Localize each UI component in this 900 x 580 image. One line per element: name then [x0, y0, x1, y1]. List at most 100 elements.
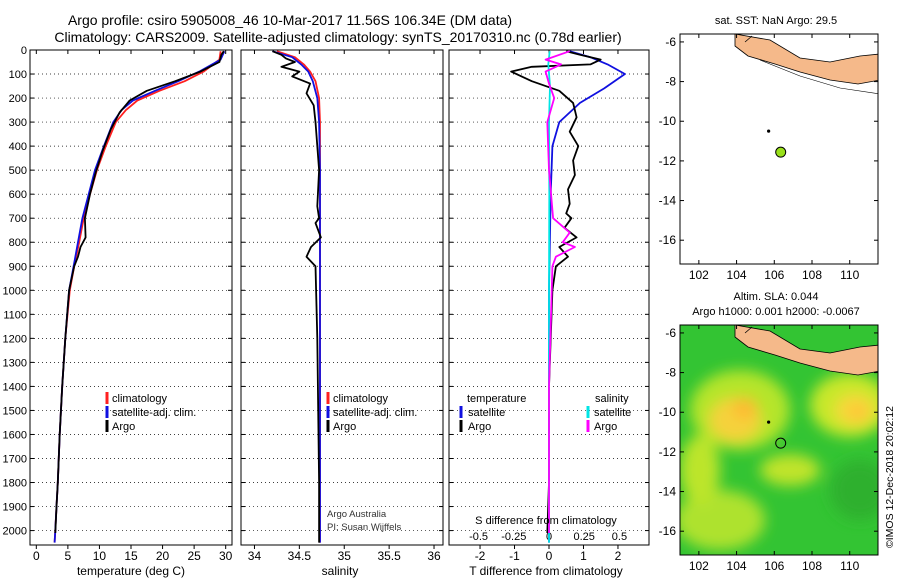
- diff-legend-s-argo-label: Argo: [594, 421, 617, 433]
- salinity-panel-frame: [240, 49, 444, 546]
- sst-map-coastline-contour: [759, 59, 878, 95]
- x-tick-label: 35: [338, 549, 352, 563]
- s-diff-tick-label: 0.25: [574, 531, 595, 543]
- depth-tick-label: 1000: [3, 285, 27, 297]
- x-tick-label: 35.5: [377, 549, 401, 563]
- depth-tick-label: 1200: [3, 333, 27, 345]
- temperature-panel-frame: [29, 49, 233, 546]
- x-tick-label: 0: [546, 549, 553, 563]
- x-tick-label: 34: [248, 549, 262, 563]
- legend-satellite-label: satellite-adj. clim.: [112, 407, 196, 419]
- salinity-panel: 34 34.5 35 35.5 36: [241, 49, 443, 563]
- x-tick-label: 5: [65, 549, 72, 563]
- temperature-panel: 0100200300400500600700800900100011001200…: [3, 45, 233, 563]
- sla-map-overlay: 102 104 106 108 110 -6 -8 -10 -12 -14 -16: [659, 325, 878, 573]
- map-lat-label: -16: [659, 233, 677, 247]
- sst-map-java-landmass: [734, 34, 878, 85]
- depth-tick-label: 1100: [3, 309, 27, 321]
- depth-tick-label: 2000: [3, 526, 27, 538]
- salinity-xlabel: salinity: [322, 564, 359, 578]
- series-line: [272, 50, 322, 543]
- depth-tick-label: 400: [9, 141, 27, 153]
- sst-map-frame: [679, 33, 879, 265]
- figure-title-line2: Climatology: CARS2009. Satellite-adjuste…: [54, 29, 621, 45]
- imos-watermark: ©IMOS 12-Dec-2018 20:02:12: [884, 406, 896, 548]
- difference-legend: temperature satellite Argo salinity sate…: [459, 393, 631, 433]
- depth-tick-label: 900: [9, 261, 27, 273]
- sst-map-title: sat. SST: NaN Argo: 29.5: [715, 15, 837, 27]
- diff-legend-temperature-title: temperature: [467, 393, 526, 405]
- depth-tick-label: 700: [9, 213, 27, 225]
- map-lat-label: -6: [665, 35, 676, 49]
- series-line: [547, 51, 551, 543]
- map-lon-label: 106: [764, 268, 784, 282]
- sal-legend-climatology-label: climatology: [333, 393, 389, 405]
- argo-float-marker: [775, 146, 787, 158]
- map-lon-label: 106: [764, 559, 784, 573]
- sst-map-overlay: 102 104 106 108 110 -6 -8 -10 -12 -14 -16: [659, 34, 878, 282]
- map-lon-label: 110: [840, 268, 859, 282]
- credit-pi: PI: Susan Wijffels: [327, 522, 402, 533]
- diff-legend-salinity-title: salinity: [595, 393, 629, 405]
- series-line: [544, 50, 576, 533]
- sla-patch: [680, 435, 720, 505]
- difference-xlabel-top: S difference from climatology: [475, 515, 617, 527]
- series-line: [548, 50, 626, 543]
- sla-field: [680, 370, 878, 550]
- depth-tick-label: 1900: [3, 502, 27, 514]
- sla-patch: [733, 398, 757, 418]
- sla-map-area: [680, 325, 878, 555]
- x-tick-label: -2: [475, 549, 486, 563]
- depth-tick-label: 200: [9, 93, 27, 105]
- series-line: [276, 50, 321, 543]
- x-tick-label: 25: [187, 549, 201, 563]
- depth-tick-label: 100: [9, 69, 27, 81]
- sla-map-title-line1: Altim. SLA: 0.044: [734, 291, 819, 303]
- sla-map-java-landmass: [734, 325, 878, 376]
- map-lon-label: 110: [840, 559, 859, 573]
- map-lat-label: -12: [659, 154, 677, 168]
- argo-float-marker: [775, 437, 787, 449]
- depth-tick-label: 1300: [3, 357, 27, 369]
- depth-tick-label: 0: [21, 45, 27, 57]
- salinity-legend: climatology satellite-adj. clim. Argo: [326, 392, 417, 433]
- map-lat-label: -8: [665, 75, 676, 89]
- map-lat-label: -14: [659, 485, 677, 499]
- difference-panel: -2 -1 0 1 2-0.5 -0.25 0 0.25 0.5: [449, 49, 649, 563]
- sla-patch: [680, 490, 765, 550]
- x-tick-label: 34.5: [288, 549, 312, 563]
- sla-patch: [760, 454, 820, 486]
- x-tick-label: 30: [219, 549, 233, 563]
- island-marker: [767, 420, 771, 424]
- map-lon-label: 104: [727, 559, 747, 573]
- map-lat-label: -10: [659, 405, 677, 419]
- depth-tick-label: 300: [9, 117, 27, 129]
- map-lat-label: -14: [659, 194, 677, 208]
- x-tick-label: 1: [580, 549, 587, 563]
- x-tick-label: 10: [93, 549, 107, 563]
- diff-legend-s-satellite-label: satellite: [594, 407, 631, 419]
- s-diff-tick-label: -0.5: [469, 531, 488, 543]
- temperature-xlabel: temperature (deg C): [77, 564, 185, 578]
- s-diff-tick-label: -0.25: [501, 531, 526, 543]
- sla-map-sumatra-tip: [744, 326, 753, 334]
- depth-tick-label: 1700: [3, 453, 27, 465]
- map-lon-label: 102: [689, 559, 709, 573]
- series-line: [54, 50, 225, 534]
- series-line: [53, 51, 222, 543]
- sla-map-title-line2: Argo h1000: 0.001 h2000: -0.0067: [692, 306, 860, 318]
- x-tick-label: 0: [33, 549, 40, 563]
- island-marker: [767, 129, 771, 133]
- map-lon-label: 108: [802, 268, 822, 282]
- map-lat-label: -6: [665, 326, 676, 340]
- credit-argo-australia: Argo Australia: [327, 509, 387, 520]
- difference-xlabel: T difference from climatology: [469, 564, 623, 578]
- map-lat-label: -8: [665, 366, 676, 380]
- sla-patch: [850, 405, 866, 419]
- s-diff-tick-label: 0.5: [612, 531, 627, 543]
- series-line: [53, 50, 226, 543]
- map-lon-label: 104: [727, 268, 747, 282]
- legend-argo-label: Argo: [112, 421, 135, 433]
- x-tick-label: 36: [427, 549, 441, 563]
